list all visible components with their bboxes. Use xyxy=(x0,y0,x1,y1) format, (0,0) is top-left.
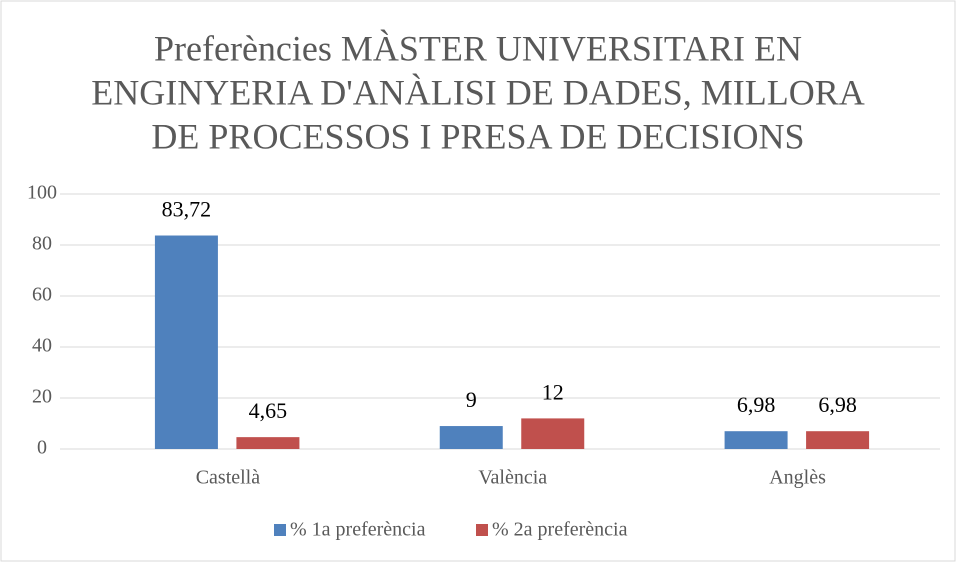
chart-title: Preferències MÀSTER UNIVERSITARI EN xyxy=(154,28,802,68)
legend-label: % 2a preferència xyxy=(492,519,628,541)
legend-swatch xyxy=(476,524,488,536)
bar xyxy=(154,235,218,449)
bar xyxy=(724,431,788,449)
chart-title: DE PROCESSOS I PRESA DE DECISIONS xyxy=(151,116,804,156)
x-tick-label: València xyxy=(478,467,547,489)
legend-label: % 1a preferència xyxy=(290,519,426,541)
data-label: 9 xyxy=(466,387,477,412)
bar xyxy=(806,431,870,449)
data-label: 4,65 xyxy=(249,398,288,423)
y-tick-label: 40 xyxy=(32,335,52,357)
y-tick-label: 20 xyxy=(32,386,52,408)
legend-swatch xyxy=(274,524,286,536)
y-tick-label: 0 xyxy=(37,437,47,459)
y-tick-label: 80 xyxy=(32,233,52,255)
data-label: 12 xyxy=(542,379,564,404)
x-tick-label: Anglès xyxy=(769,467,826,489)
chart-title: ENGINYERIA D'ANÀLISI DE DADES, MILLORA xyxy=(91,72,864,112)
x-tick-label: Castellà xyxy=(196,467,261,489)
data-label: 6,98 xyxy=(737,392,776,417)
y-tick-label: 100 xyxy=(27,182,57,204)
bar xyxy=(521,418,585,449)
bar xyxy=(236,437,300,449)
bar xyxy=(439,426,503,449)
data-label: 83,72 xyxy=(162,197,212,222)
data-label: 6,98 xyxy=(818,392,857,417)
y-tick-label: 60 xyxy=(32,284,52,306)
